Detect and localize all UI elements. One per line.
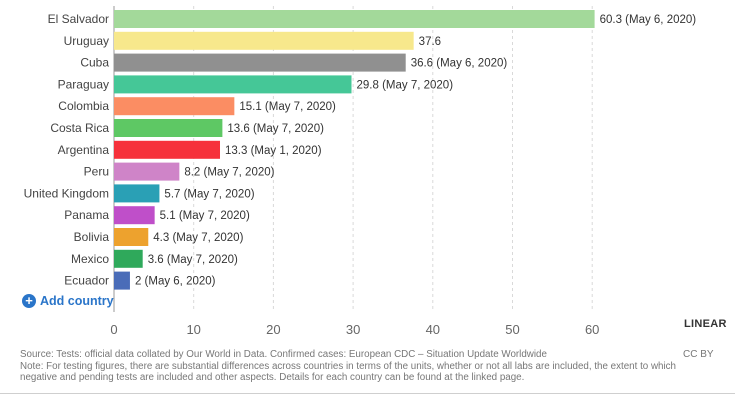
bar [114,162,180,181]
value-label: 8.2 (May 7, 2020) [184,167,274,179]
x-tick-label: 30 [346,322,360,337]
bar [114,31,414,50]
category-label: Paraguay [58,77,109,91]
bar [114,271,130,290]
x-tick-label: 20 [266,322,280,337]
x-tick-label: 40 [426,322,440,337]
category-label: Ecuador [64,274,109,288]
value-label: 3.6 (May 7, 2020) [148,254,238,266]
value-label: 15.1 (May 7, 2020) [239,101,336,113]
license-label[interactable]: CC BY [683,349,714,360]
bar [114,10,595,28]
category-label: Panama [64,208,109,222]
bar [114,53,406,72]
x-tick-label: 50 [505,322,519,337]
category-label: Argentina [58,143,110,157]
value-label: 60.3 (May 6, 2020) [600,14,697,26]
chart-footer: Source: Tests: official data collated by… [20,349,680,384]
value-label: 4.3 (May 7, 2020) [153,232,243,244]
value-label: 5.7 (May 7, 2020) [164,188,254,200]
x-tick-label: 10 [186,322,200,337]
bar-chart: 0 10 20 30 40 50 60 El Salvador 60.3 (May 6, 202… [24,6,697,337]
source-note: Source: Tests: official data collated by… [20,349,547,360]
add-country-button[interactable]: + Add country [22,294,114,308]
x-tick-label: 0 [110,322,117,337]
category-label: Mexico [71,252,109,266]
add-country-label: Add country [40,294,114,308]
scale-toggle[interactable]: LINEAR [684,318,727,330]
category-label: United Kingdom [24,186,109,200]
bar [114,206,155,225]
category-label: Colombia [58,99,109,113]
bar [114,97,235,116]
divider [0,393,735,394]
category-label: Costa Rica [50,121,109,135]
category-label: El Salvador [48,12,109,26]
category-label: Cuba [80,56,109,70]
bar [114,75,352,94]
value-label: 37.6 [419,36,441,48]
bar [114,249,143,268]
value-label: 13.6 (May 7, 2020) [227,123,324,135]
plus-icon: + [22,294,36,308]
x-tick-label: 60 [585,322,599,337]
category-label: Uruguay [64,34,109,48]
value-label: 36.6 (May 6, 2020) [411,58,508,70]
category-label: Bolivia [74,230,110,244]
value-label: 13.3 (May 1, 2020) [225,145,322,157]
bar [114,184,160,203]
bar [114,119,223,137]
bar [114,228,149,246]
value-label: 29.8 (May 7, 2020) [357,79,454,91]
category-label: Peru [84,165,109,179]
value-label: 2 (May 6, 2020) [135,276,216,288]
methodology-note: Note: For testing figures, there are sub… [20,360,677,384]
value-label: 5.1 (May 7, 2020) [160,210,250,222]
bar [114,140,221,159]
